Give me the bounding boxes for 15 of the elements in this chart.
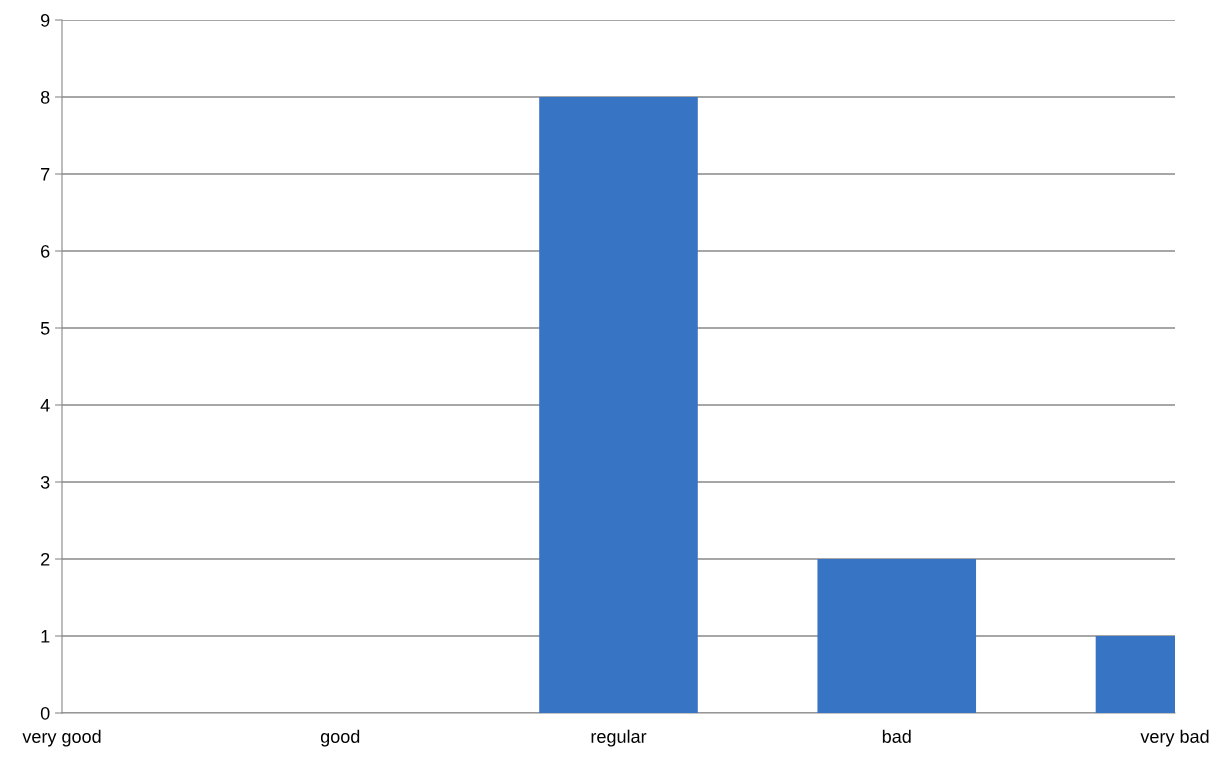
x-tick-label: regular	[591, 729, 647, 747]
y-tick-label: 2	[41, 552, 50, 566]
y-tick-label: 8	[40, 90, 50, 104]
y-tick-label: 7	[41, 168, 50, 181]
x-tick-label: good	[320, 729, 360, 747]
y-tick-label: 4	[40, 399, 50, 412]
y-tick-label: 0	[40, 706, 50, 720]
y-tick-label: 3	[40, 475, 50, 489]
x-tick-label: very good	[22, 729, 101, 747]
x-tick-label: bad	[882, 729, 911, 743]
y-tick-label: 1	[41, 630, 50, 643]
y-tick-label: 9	[41, 13, 50, 27]
x-tick-label: very bad	[1140, 729, 1209, 747]
y-tick-label: 6	[41, 244, 50, 258]
y-tick-label: 5	[40, 322, 50, 335]
